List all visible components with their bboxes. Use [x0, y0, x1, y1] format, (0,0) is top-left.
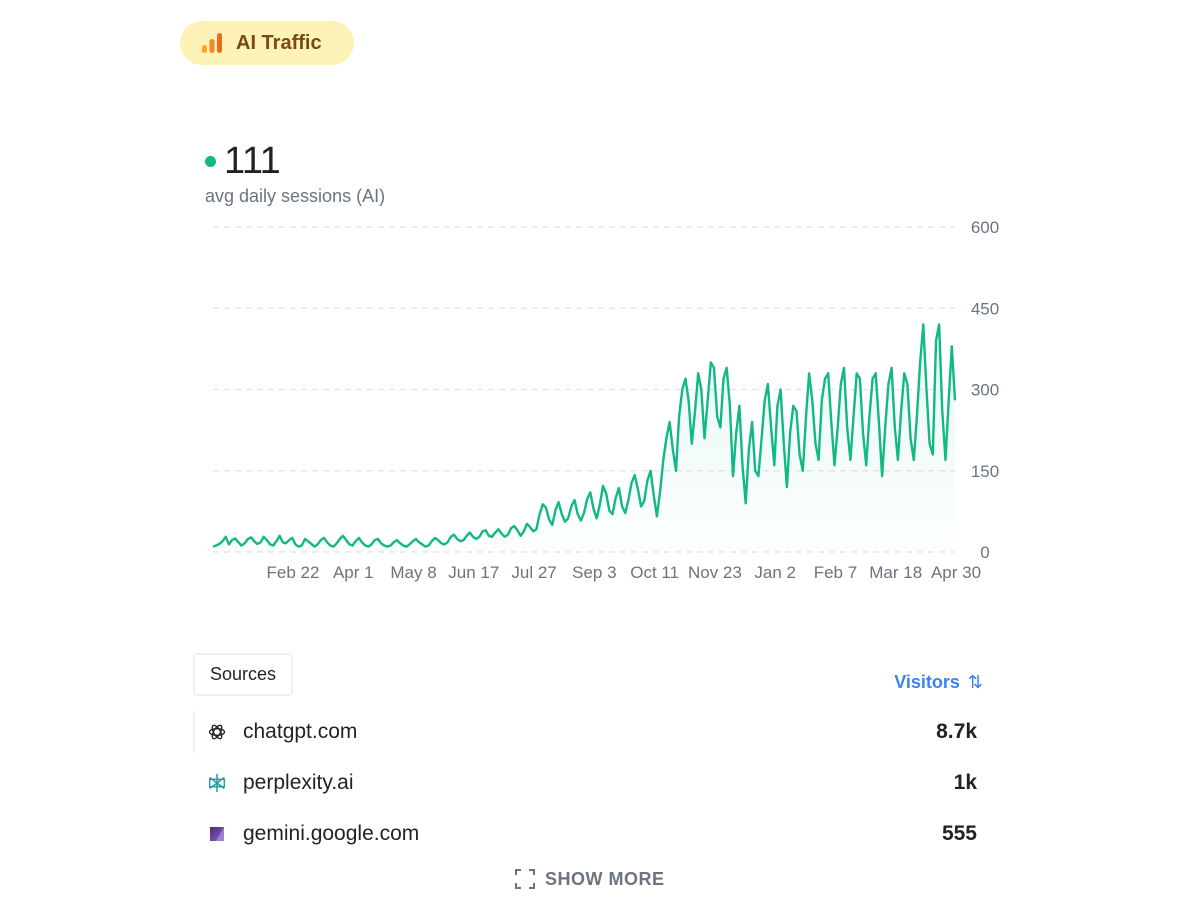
y-tick-label: 150 [971, 462, 999, 481]
gemini-icon [205, 822, 229, 846]
x-tick-label: Nov 23 [688, 563, 742, 582]
bar-chart-icon [202, 33, 222, 53]
x-tick-label: May 8 [390, 563, 436, 582]
y-tick-label: 450 [971, 299, 999, 318]
metric-label: avg daily sessions (AI) [205, 186, 386, 206]
y-tick-label: 300 [971, 381, 999, 400]
metric-value: 111 [224, 140, 281, 182]
expand-icon [515, 869, 535, 889]
y-tick-label: 600 [971, 218, 999, 237]
openai-icon [205, 720, 229, 744]
x-tick-label: Apr 1 [333, 563, 374, 582]
x-tick-label: Mar 18 [869, 563, 922, 582]
source-count: 1k [953, 771, 977, 794]
x-tick-label: Feb 22 [267, 563, 320, 582]
x-tick-label: Jun 17 [448, 563, 499, 582]
metric-summary: 111 [205, 140, 281, 183]
metric-dot [205, 156, 216, 167]
traffic-chart: 600 450 300 150 0 Feb 22 Apr 1 May 8 Jun 17 Jul 2… [212, 218, 999, 582]
show-more-button[interactable]: SHOW MORE [514, 868, 665, 890]
source-row-chatgpt[interactable]: chatgpt.com 8.7k [205, 710, 977, 754]
series-area [213, 324, 955, 552]
perplexity-icon [205, 771, 229, 795]
ai-traffic-badge: AI Traffic [180, 21, 354, 65]
x-tick-label: Oct 11 [630, 563, 679, 582]
badge-label: AI Traffic [236, 31, 322, 54]
show-more-label: SHOW MORE [545, 868, 665, 889]
x-tick-label: Jul 27 [511, 563, 556, 582]
visitors-sort-label: Visitors [894, 672, 960, 692]
source-domain: gemini.google.com [243, 822, 420, 845]
source-row-gemini[interactable]: gemini.google.com 555 [205, 812, 977, 856]
sort-arrows-icon: ⇅ [967, 672, 983, 692]
active-row-indicator [193, 711, 195, 753]
source-count: 8.7k [936, 720, 977, 743]
tab-sources[interactable]: Sources [193, 653, 293, 696]
source-count: 555 [941, 822, 977, 845]
x-tick-label: Feb 7 [814, 563, 857, 582]
source-domain: perplexity.ai [243, 771, 354, 794]
source-row-perplexity[interactable]: perplexity.ai 1k [205, 761, 977, 805]
source-domain: chatgpt.com [243, 720, 358, 743]
y-tick-label: 0 [980, 543, 989, 562]
x-tick-label: Sep 3 [572, 563, 616, 582]
series-line [212, 323, 957, 548]
x-tick-label: Apr 30 [931, 563, 981, 582]
visitors-sort-button[interactable]: Visitors ⇅ [894, 672, 983, 693]
x-tick-label: Jan 2 [754, 563, 796, 582]
